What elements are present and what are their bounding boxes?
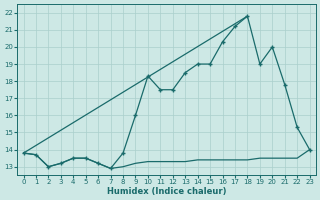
X-axis label: Humidex (Indice chaleur): Humidex (Indice chaleur) xyxy=(107,187,226,196)
